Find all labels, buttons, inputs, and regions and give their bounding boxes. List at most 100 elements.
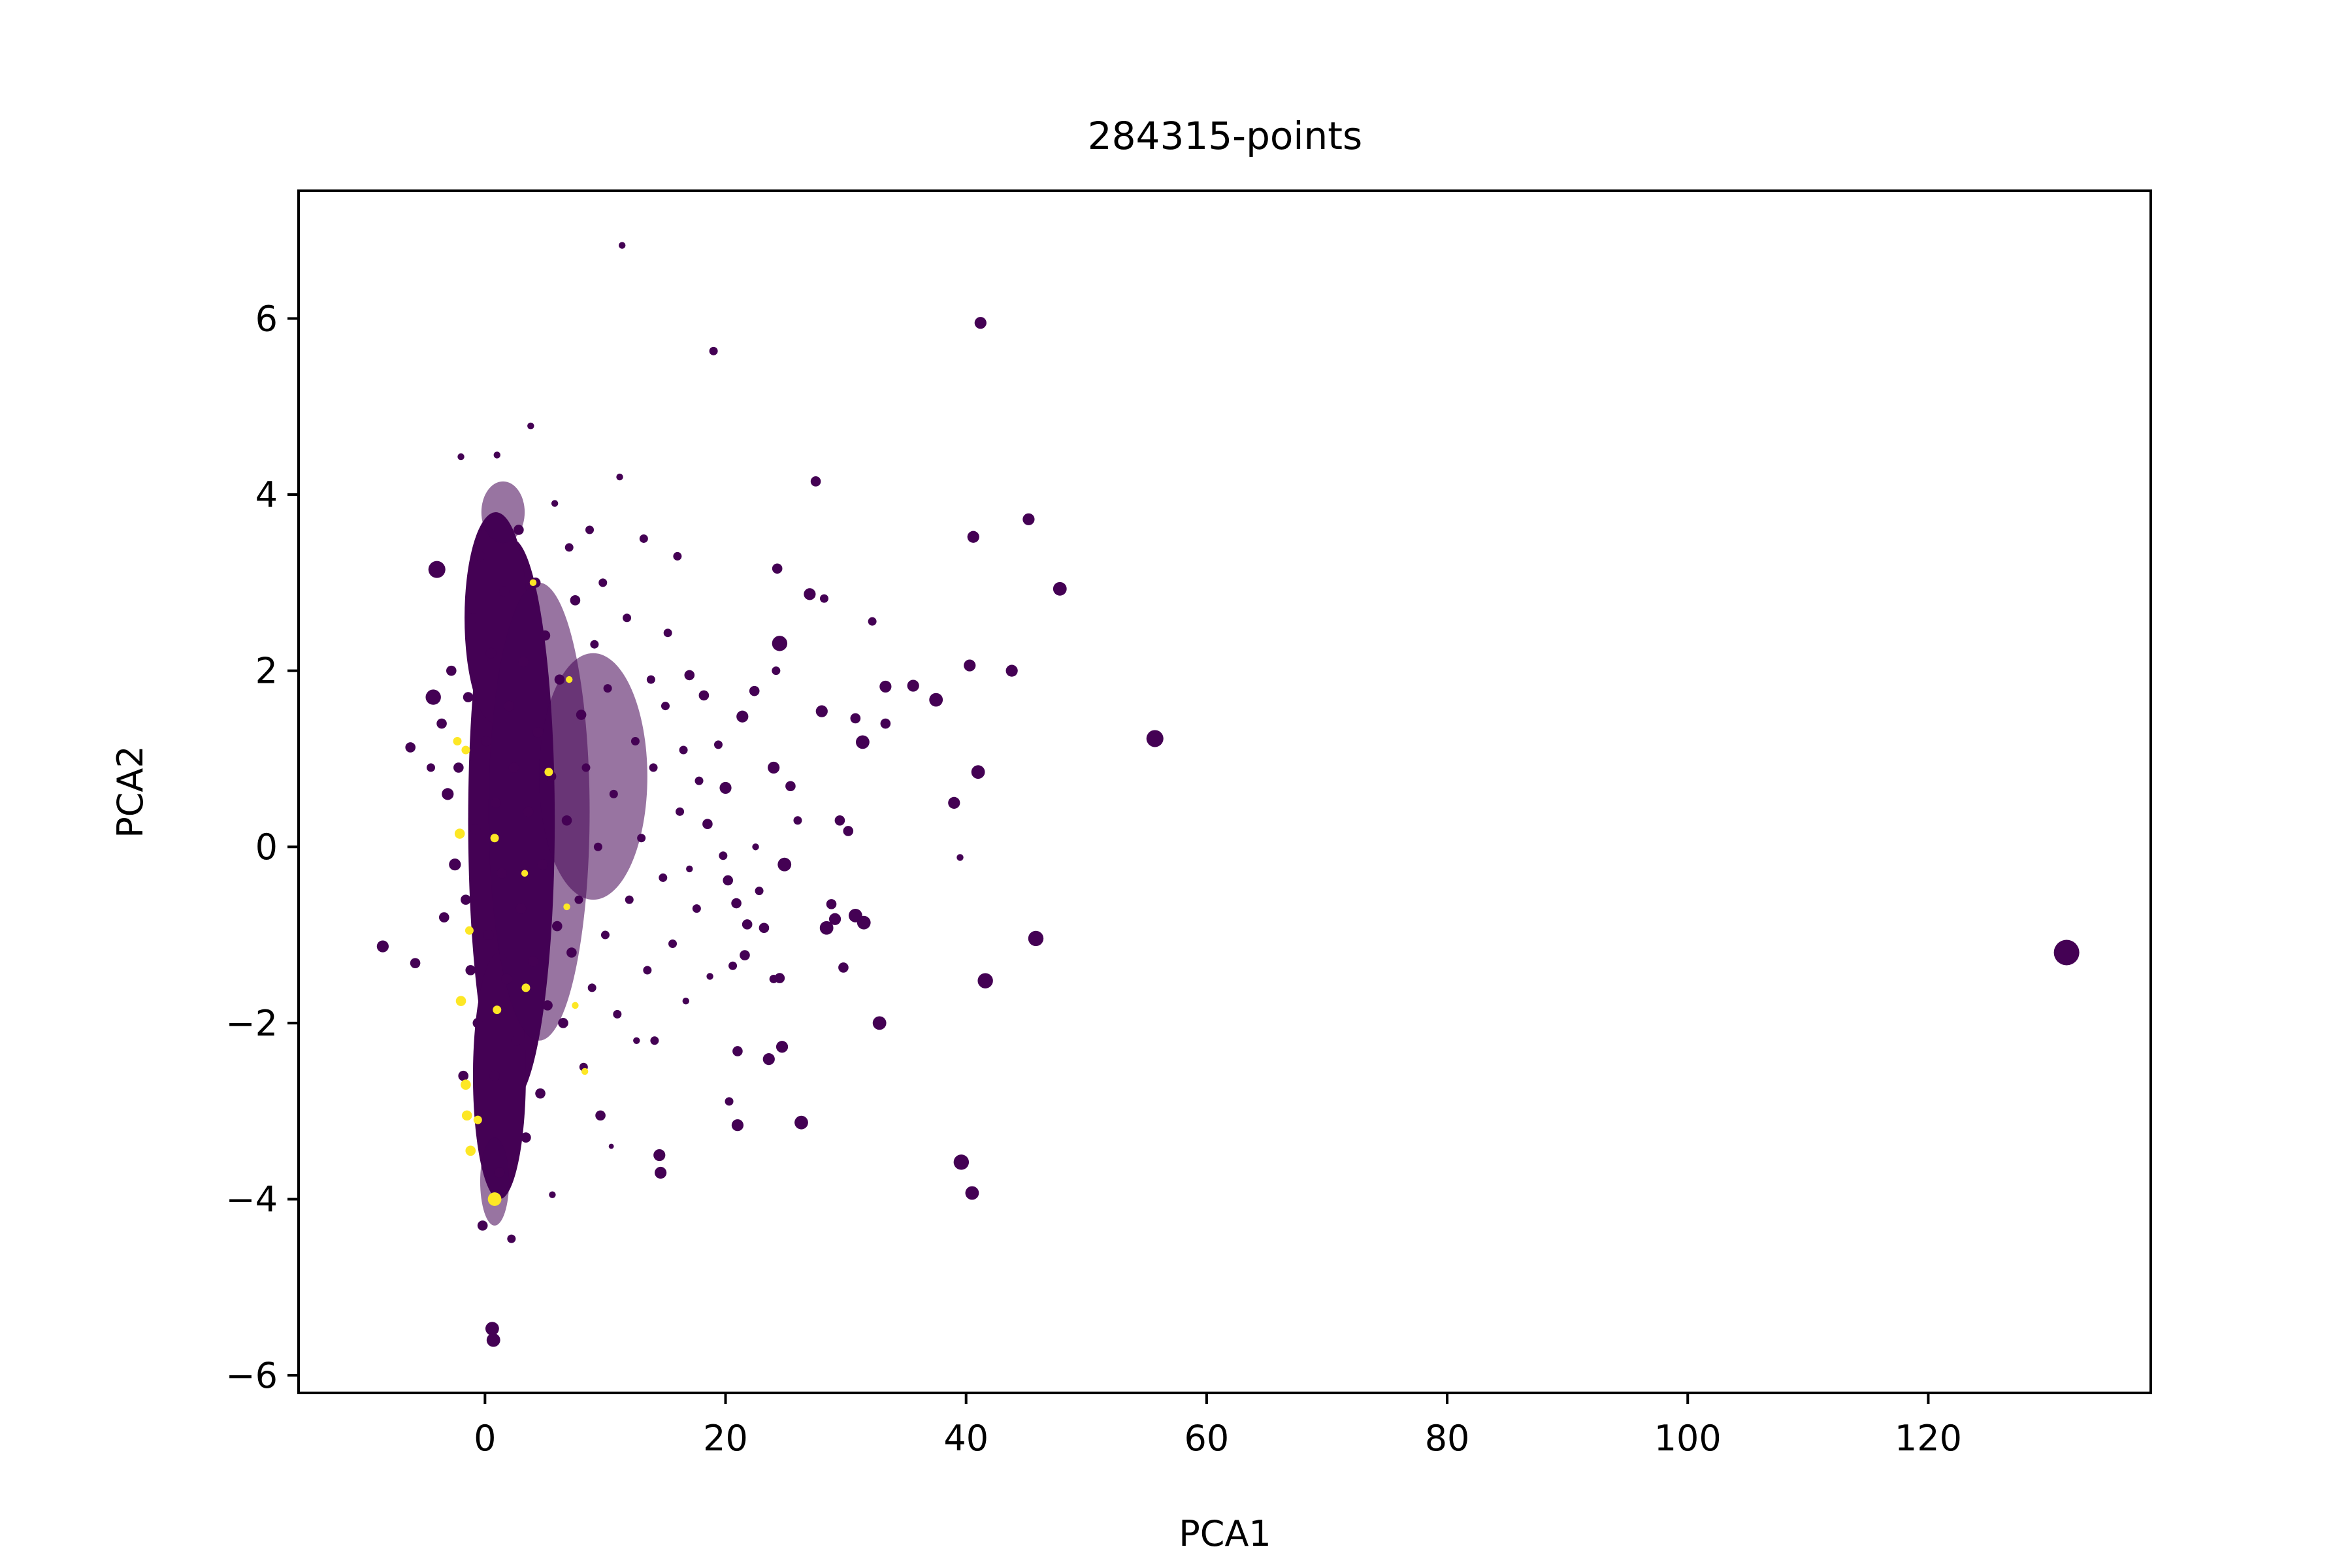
data-point <box>472 1018 483 1028</box>
data-point <box>489 1070 500 1081</box>
data-point <box>956 854 964 861</box>
data-point <box>643 966 652 975</box>
data-point <box>731 898 742 909</box>
data-point-class-1 <box>487 1192 502 1206</box>
data-point <box>828 913 841 925</box>
data-point <box>772 563 783 574</box>
data-point-class-1 <box>544 768 553 777</box>
data-point <box>521 1132 531 1143</box>
data-point <box>581 763 591 772</box>
data-point <box>600 930 610 939</box>
data-point <box>639 534 648 543</box>
data-point <box>663 629 672 638</box>
data-point <box>436 718 447 729</box>
data-point <box>1022 513 1035 525</box>
data-point-class-1 <box>453 736 462 745</box>
data-point-class-1 <box>465 1145 476 1156</box>
data-point <box>486 1333 500 1347</box>
data-point <box>772 666 781 676</box>
data-point <box>576 710 587 720</box>
data-point <box>819 921 834 935</box>
data-point <box>731 1119 744 1132</box>
data-point <box>682 997 689 1005</box>
data-point <box>491 798 501 808</box>
data-point <box>777 857 792 872</box>
data-point <box>603 684 612 693</box>
data-point <box>630 736 640 745</box>
data-point <box>686 865 693 873</box>
data-point <box>558 1018 568 1028</box>
x-tick-label: 120 <box>1895 1418 1962 1459</box>
data-point-class-1 <box>455 996 466 1006</box>
data-point <box>768 761 780 774</box>
x-axis-label: PCA1 <box>1179 1513 1271 1554</box>
data-point <box>453 762 464 773</box>
data-point <box>564 543 574 552</box>
data-point <box>728 961 738 970</box>
data-point-class-1 <box>454 828 465 839</box>
data-point <box>769 974 778 983</box>
data-point <box>709 346 718 355</box>
data-point-class-1 <box>461 745 470 755</box>
y-tick-label: −4 <box>225 1179 278 1220</box>
data-point <box>740 950 750 960</box>
data-point <box>405 742 416 753</box>
data-point <box>1053 581 1067 596</box>
data-point <box>593 842 602 851</box>
data-point <box>616 473 623 481</box>
data-point <box>834 815 845 826</box>
data-point <box>609 789 618 798</box>
dense-region <box>480 1137 510 1226</box>
data-point <box>706 973 713 980</box>
data-point <box>537 859 548 870</box>
data-point <box>967 531 979 543</box>
data-point <box>776 1041 789 1053</box>
data-point-class-1 <box>493 1005 502 1015</box>
data-point <box>554 674 565 685</box>
data-point <box>838 962 849 973</box>
data-point <box>570 595 581 606</box>
data-point <box>762 1053 775 1066</box>
plot-frame <box>297 189 2152 1394</box>
data-point <box>504 700 514 711</box>
data-point <box>843 826 854 836</box>
data-point-class-1 <box>572 1002 579 1009</box>
data-point <box>719 851 728 860</box>
data-point <box>485 647 497 659</box>
data-point <box>868 617 877 626</box>
data-point-class-1 <box>461 1110 472 1121</box>
y-tick-label: 0 <box>255 826 278 868</box>
data-point <box>481 736 491 747</box>
data-point <box>965 1186 979 1200</box>
data-point <box>759 923 770 934</box>
x-axis: 0 20 40 60 80 100 120 <box>474 1393 1962 1459</box>
data-point <box>501 973 512 985</box>
data-point <box>785 781 796 792</box>
data-point <box>1005 664 1018 677</box>
data-point <box>458 1070 469 1081</box>
data-point <box>749 685 760 696</box>
data-point <box>679 745 688 755</box>
x-tick-label: 0 <box>474 1418 496 1459</box>
y-axis: −6 −4 −2 0 2 4 6 <box>225 298 299 1396</box>
data-point <box>872 1016 887 1030</box>
data-point <box>518 657 529 667</box>
data-point <box>428 561 446 578</box>
data-point <box>953 1154 970 1170</box>
data-point <box>619 242 626 249</box>
x-tick-label: 100 <box>1654 1418 1722 1459</box>
data-point-class-1 <box>490 834 499 843</box>
data-point <box>850 713 861 724</box>
data-point-class-1 <box>563 903 570 911</box>
data-point <box>964 659 976 672</box>
data-point <box>514 525 524 535</box>
data-point <box>929 693 943 707</box>
data-point <box>542 1000 553 1011</box>
dense-cluster <box>465 481 647 1226</box>
data-point <box>819 594 828 603</box>
data-point <box>497 868 507 879</box>
data-point <box>948 796 960 809</box>
data-point <box>649 763 658 772</box>
data-point <box>713 740 723 749</box>
